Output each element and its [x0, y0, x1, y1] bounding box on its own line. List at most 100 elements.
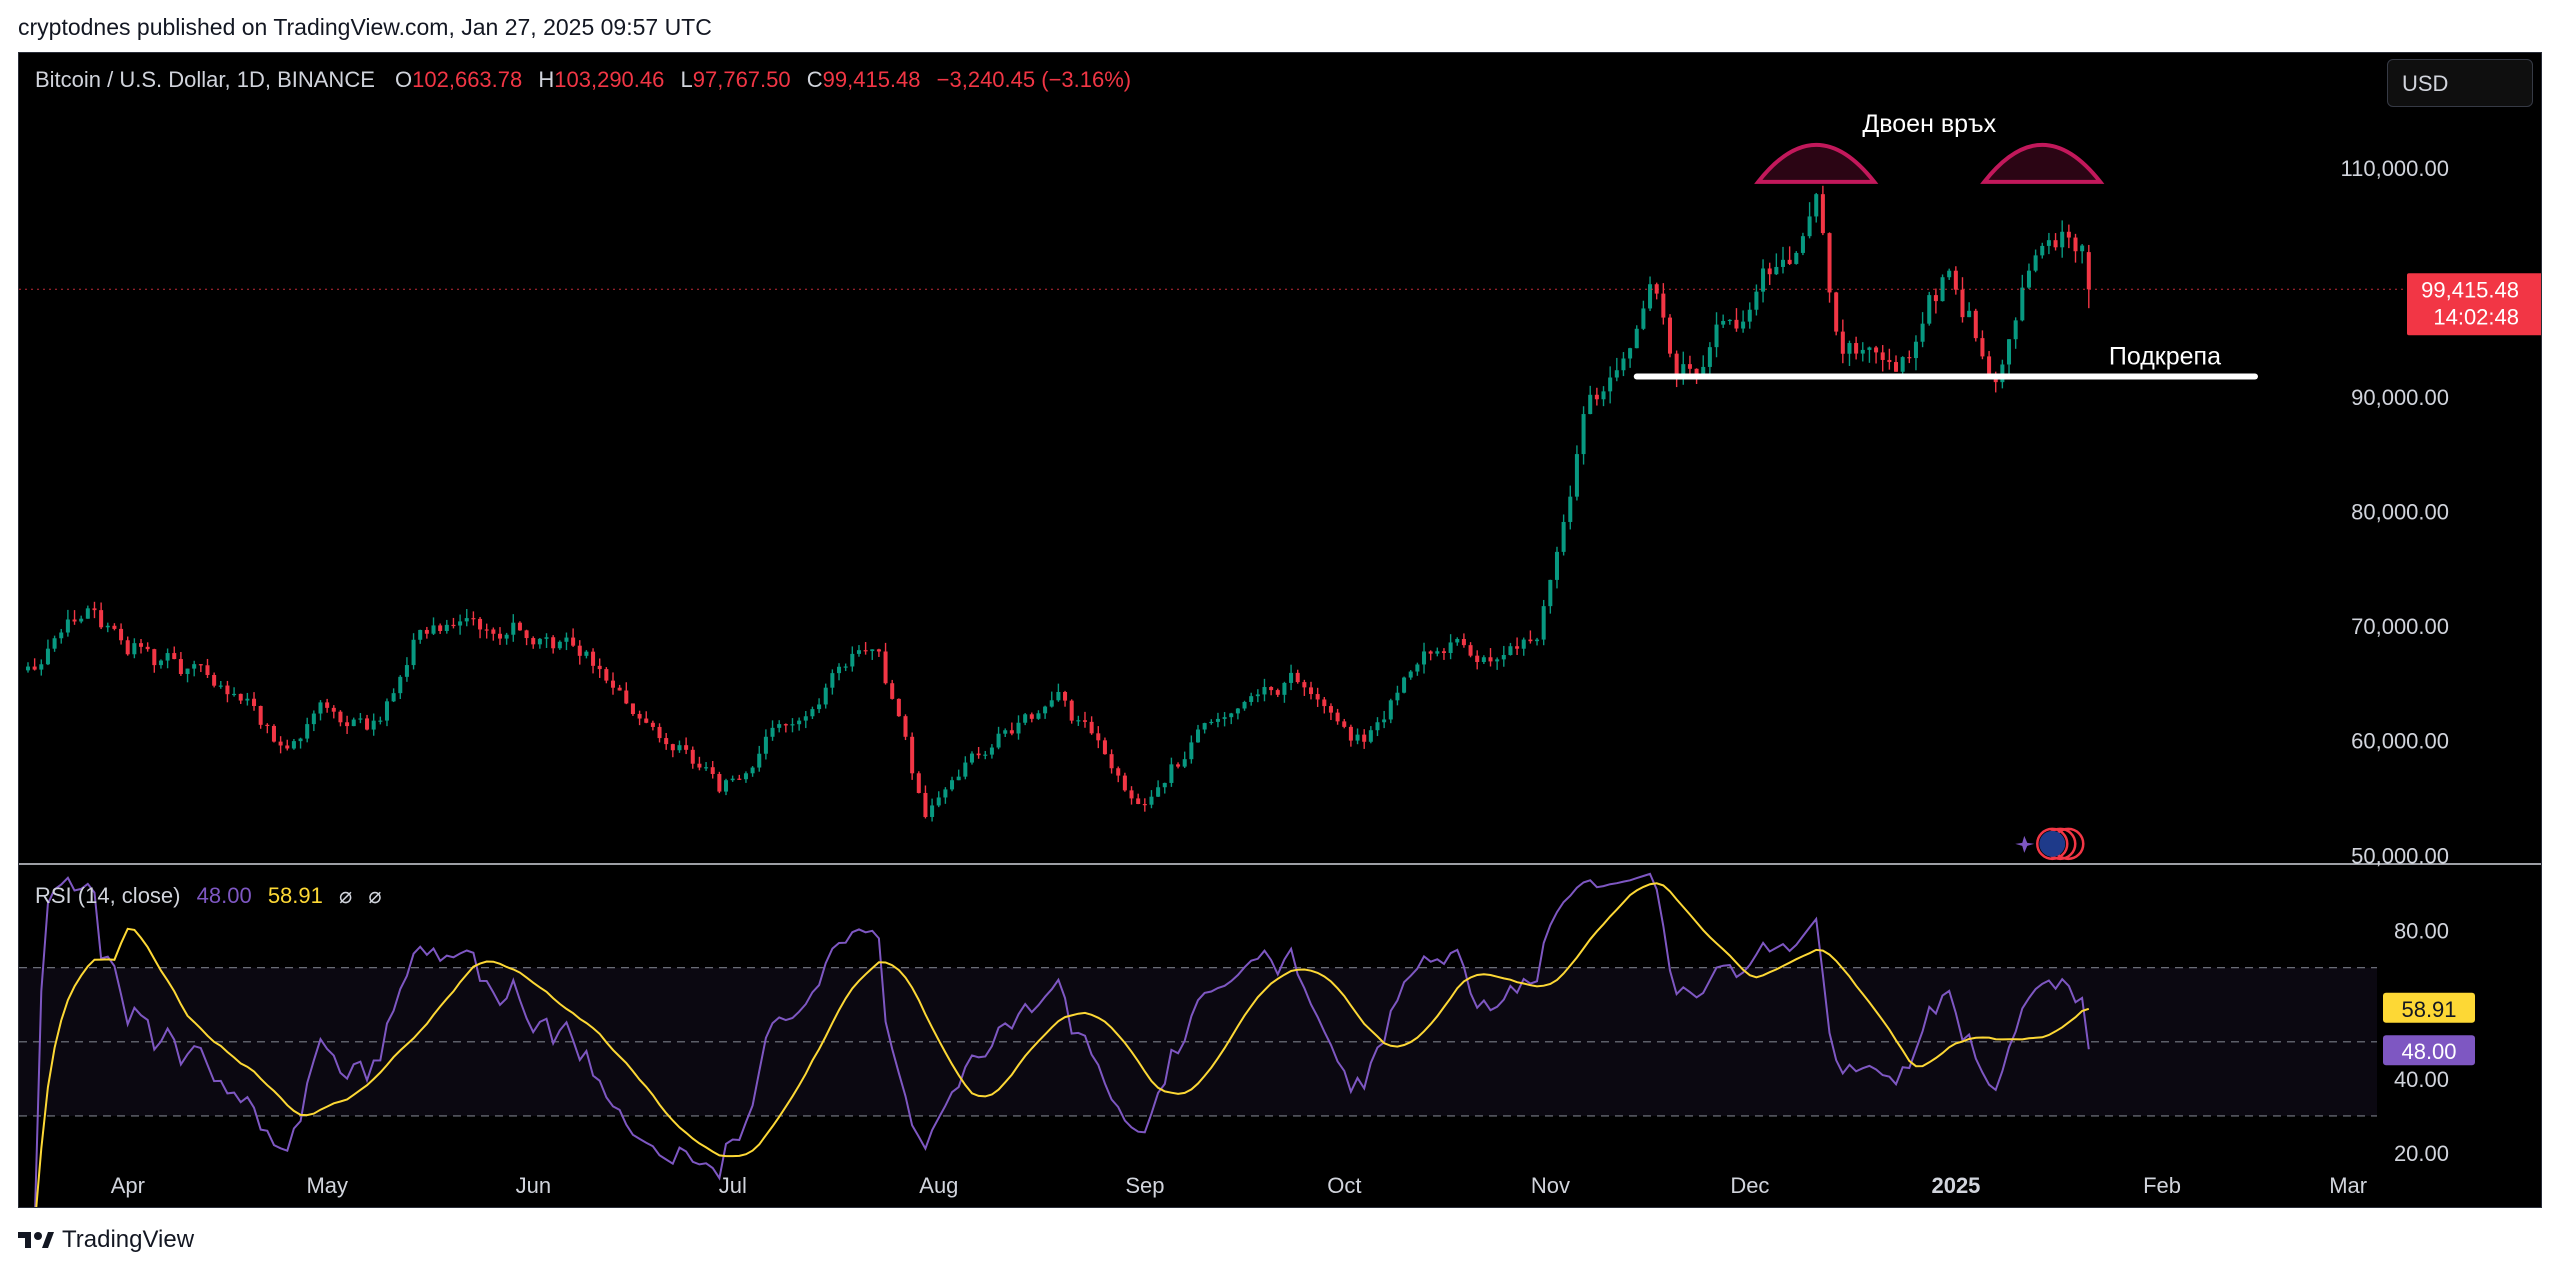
candle-body: [491, 629, 496, 634]
candle: [1122, 772, 1127, 792]
candle-body: [876, 649, 881, 652]
candle: [1382, 710, 1387, 729]
candle-body: [1029, 714, 1034, 719]
candle: [1554, 546, 1559, 589]
candle: [1488, 648, 1493, 667]
candle: [152, 648, 157, 673]
candle: [1980, 330, 1985, 360]
candle-body: [1814, 194, 1819, 217]
candle-body: [1262, 687, 1267, 695]
candle: [1129, 786, 1134, 805]
candle-body: [165, 653, 170, 661]
candle: [451, 617, 456, 629]
candle: [1348, 724, 1353, 747]
candle: [358, 712, 363, 724]
rsi-source-icon[interactable]: ⌀: [368, 883, 382, 908]
price-tick-label: 110,000.00: [2341, 156, 2449, 181]
candle-body: [1780, 259, 1786, 267]
candle-body: [1096, 733, 1101, 741]
candle: [112, 623, 117, 631]
publish-caption: cryptodnes published on TradingView.com,…: [18, 14, 712, 40]
candle-body: [1621, 358, 1626, 371]
rsi-source-icon[interactable]: ⌀: [339, 883, 353, 908]
candle-body: [950, 780, 955, 790]
candle-body: [1840, 331, 1845, 354]
open-value: 102,663.78: [412, 67, 523, 92]
candle-body: [438, 625, 443, 631]
candle-body: [544, 637, 549, 639]
candle-body: [983, 754, 988, 756]
rsi-pane: 80.00 40.00 20.00 58.91 48.00: [19, 863, 2541, 1207]
candle: [644, 711, 649, 724]
candle-body: [1269, 687, 1274, 691]
candle-body: [497, 633, 502, 639]
candle-body: [850, 653, 855, 667]
candle-body: [870, 649, 875, 652]
candle: [1322, 696, 1327, 714]
candle-body: [684, 745, 689, 750]
candle-body: [936, 797, 941, 806]
rsi-tick-label: 20.00: [2394, 1141, 2449, 1166]
candle: [418, 629, 423, 644]
candle-body: [79, 618, 84, 622]
time-tick-label: Apr: [111, 1173, 145, 1198]
time-tick-label: 2025: [1931, 1173, 1980, 1198]
candle-body: [2033, 255, 2038, 271]
candle-body: [1681, 364, 1686, 377]
candle-body: [1202, 723, 1207, 730]
candle-body: [1581, 414, 1586, 455]
candle-body: [797, 720, 802, 725]
candle-body: [1215, 718, 1220, 722]
close-label: C: [806, 67, 823, 92]
candle: [537, 638, 542, 649]
candle: [1182, 751, 1187, 769]
candle-body: [837, 666, 842, 674]
candle-body: [1973, 310, 1978, 339]
tradingview-logo-icon: [18, 1232, 54, 1248]
candle-body: [564, 637, 569, 642]
candle: [32, 658, 37, 671]
chart-frame[interactable]: Подкрепа Двоен връх 110,000.00 90,000.00 80…: [18, 52, 2542, 1208]
candle: [238, 693, 243, 704]
countdown-label: 14:02:48: [2433, 304, 2519, 329]
low-label: L: [680, 67, 693, 92]
candle: [1867, 346, 1872, 363]
tradingview-brand[interactable]: TradingView: [18, 1226, 194, 1254]
candle-body: [232, 693, 237, 696]
candle-body: [664, 738, 669, 745]
change-value: −3,240.45 (−3.16%): [936, 67, 1132, 92]
candle: [1641, 300, 1646, 331]
candle: [823, 683, 828, 709]
candle-body: [1189, 742, 1194, 760]
candle: [797, 717, 802, 731]
candle-body: [1628, 348, 1633, 359]
candle-body: [1009, 730, 1014, 734]
candle-body: [1561, 521, 1566, 552]
candle: [185, 668, 190, 683]
candle-body: [1043, 706, 1048, 714]
candle: [1747, 302, 1752, 329]
candle: [1701, 355, 1706, 376]
candle: [1947, 268, 1952, 280]
candle: [630, 703, 635, 716]
brand-name: TradingView: [62, 1226, 195, 1253]
candle: [830, 669, 835, 695]
candle: [1508, 642, 1513, 656]
candle-body: [1461, 638, 1466, 646]
candle-body: [690, 749, 695, 764]
chart-canvas[interactable]: Подкрепа Двоен връх 110,000.00 90,000.00 80…: [19, 53, 2542, 1208]
candle-body: [2073, 237, 2078, 252]
candle-body: [717, 773, 722, 792]
candle-body: [770, 727, 775, 737]
candle: [1561, 514, 1566, 556]
currency-button[interactable]: USD: [2387, 59, 2533, 107]
candle: [391, 688, 396, 703]
candle: [577, 640, 582, 665]
candle-body: [916, 773, 921, 793]
candle: [551, 635, 556, 654]
candle-body: [278, 741, 283, 746]
candle-body: [1987, 356, 1992, 375]
candle: [943, 787, 948, 804]
candle: [1767, 262, 1772, 286]
candle-body: [1415, 664, 1420, 672]
